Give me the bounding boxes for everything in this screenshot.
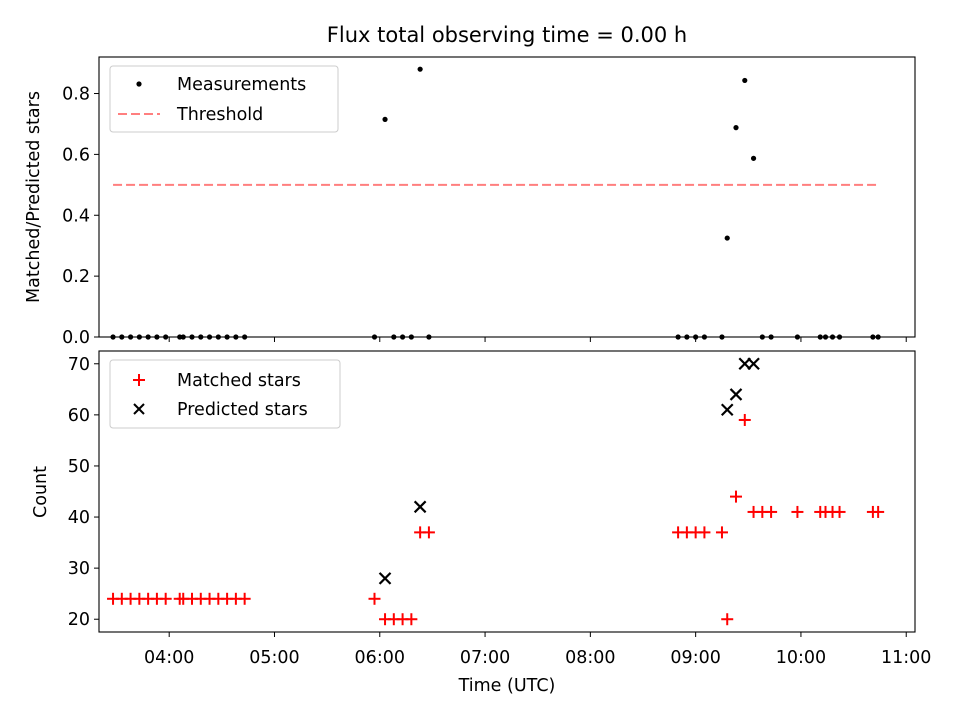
x-tick-label: 11:00 (881, 648, 931, 668)
matched-star-point (159, 592, 172, 605)
legend-matched-label: Matched stars (177, 371, 301, 391)
legend-measurements-marker (136, 81, 142, 87)
x-tick-label: 04:00 (144, 648, 194, 668)
matched-star-point (715, 526, 728, 539)
matched-star-point (405, 613, 418, 626)
top-axes-frame (98, 56, 916, 338)
x-tick-label: 05:00 (249, 648, 299, 668)
bottom-plot-marks (107, 357, 885, 626)
y-tick-label: 0.2 (62, 267, 90, 287)
matched-star-point (368, 592, 381, 605)
matched-star-point (872, 505, 885, 518)
top-legend-box (109, 65, 339, 133)
matched-star-point (791, 505, 804, 518)
matched-star-point (698, 526, 711, 539)
matched-star-point (833, 505, 846, 518)
measurement-point (382, 116, 388, 122)
legend-matched-marker (133, 374, 145, 386)
y-tick-label: 20 (68, 610, 90, 630)
bottom-axes: Count Time (UTC) 20 30 40 50 60 70 04:00 05:00… (31, 350, 931, 696)
legend-predicted-marker (133, 403, 145, 415)
x-tick-label: 09:00 (670, 648, 720, 668)
bottom-x-ticks: 04:00 05:00 06:00 07:00 08:00 09:00 10:00 11:00 (144, 632, 931, 668)
y-tick-label: 0.6 (62, 145, 90, 165)
measurement-point (742, 77, 748, 84)
measurement-point (417, 66, 423, 72)
top-y-axis-label: Matched/Predicted stars (24, 91, 44, 303)
matched-star-point (422, 526, 435, 539)
top-legend: Measurements Threshold (109, 65, 339, 133)
bottom-y-ticks: 20 30 40 50 60 70 (68, 355, 99, 630)
matched-star-point (238, 592, 251, 605)
bottom-x-axis-label: Time (UTC) (458, 676, 556, 696)
legend-measurements-label: Measurements (177, 75, 306, 95)
x-tick-label: 10:00 (776, 648, 826, 668)
measurement-point (733, 125, 739, 131)
x-tick-label: 06:00 (355, 648, 405, 668)
y-tick-label: 0.4 (62, 206, 90, 226)
y-tick-label: 50 (68, 457, 90, 477)
legend-threshold-label: Threshold (176, 105, 263, 125)
x-tick-label: 07:00 (460, 648, 510, 668)
measurement-point (750, 155, 757, 161)
y-tick-label: 60 (68, 406, 90, 426)
predicted-star-point (729, 388, 743, 401)
y-tick-label: 30 (68, 559, 90, 579)
measurement-point (724, 235, 730, 241)
matched-star-point (765, 505, 778, 518)
matched-star-point (721, 613, 734, 626)
predicted-star-point (413, 500, 427, 514)
top-y-ticks: 0.0 0.2 0.4 0.6 0.8 (62, 85, 99, 348)
chart-title: Flux total observing time = 0.00 h (327, 23, 687, 47)
x-tick-label: 08:00 (565, 648, 615, 668)
bottom-y-axis-label: Count (31, 466, 51, 518)
bottom-legend-box (109, 359, 341, 429)
bottom-legend: Matched stars Predicted stars (109, 359, 341, 429)
matched-star-point (730, 490, 743, 503)
legend-predicted-label: Predicted stars (177, 400, 308, 420)
y-tick-label: 40 (68, 508, 90, 528)
y-tick-label: 0.0 (62, 328, 90, 348)
y-tick-label: 70 (68, 355, 90, 375)
predicted-star-point (378, 572, 392, 585)
predicted-star-point (720, 403, 734, 417)
top-axes: Matched/Predicted stars 0.00.20.40.60.8 … (24, 56, 916, 348)
matched-star-point (738, 413, 751, 426)
predicted-star-point (747, 357, 760, 371)
y-tick-label: 0.8 (62, 85, 90, 105)
bottom-axes-frame (98, 350, 916, 633)
